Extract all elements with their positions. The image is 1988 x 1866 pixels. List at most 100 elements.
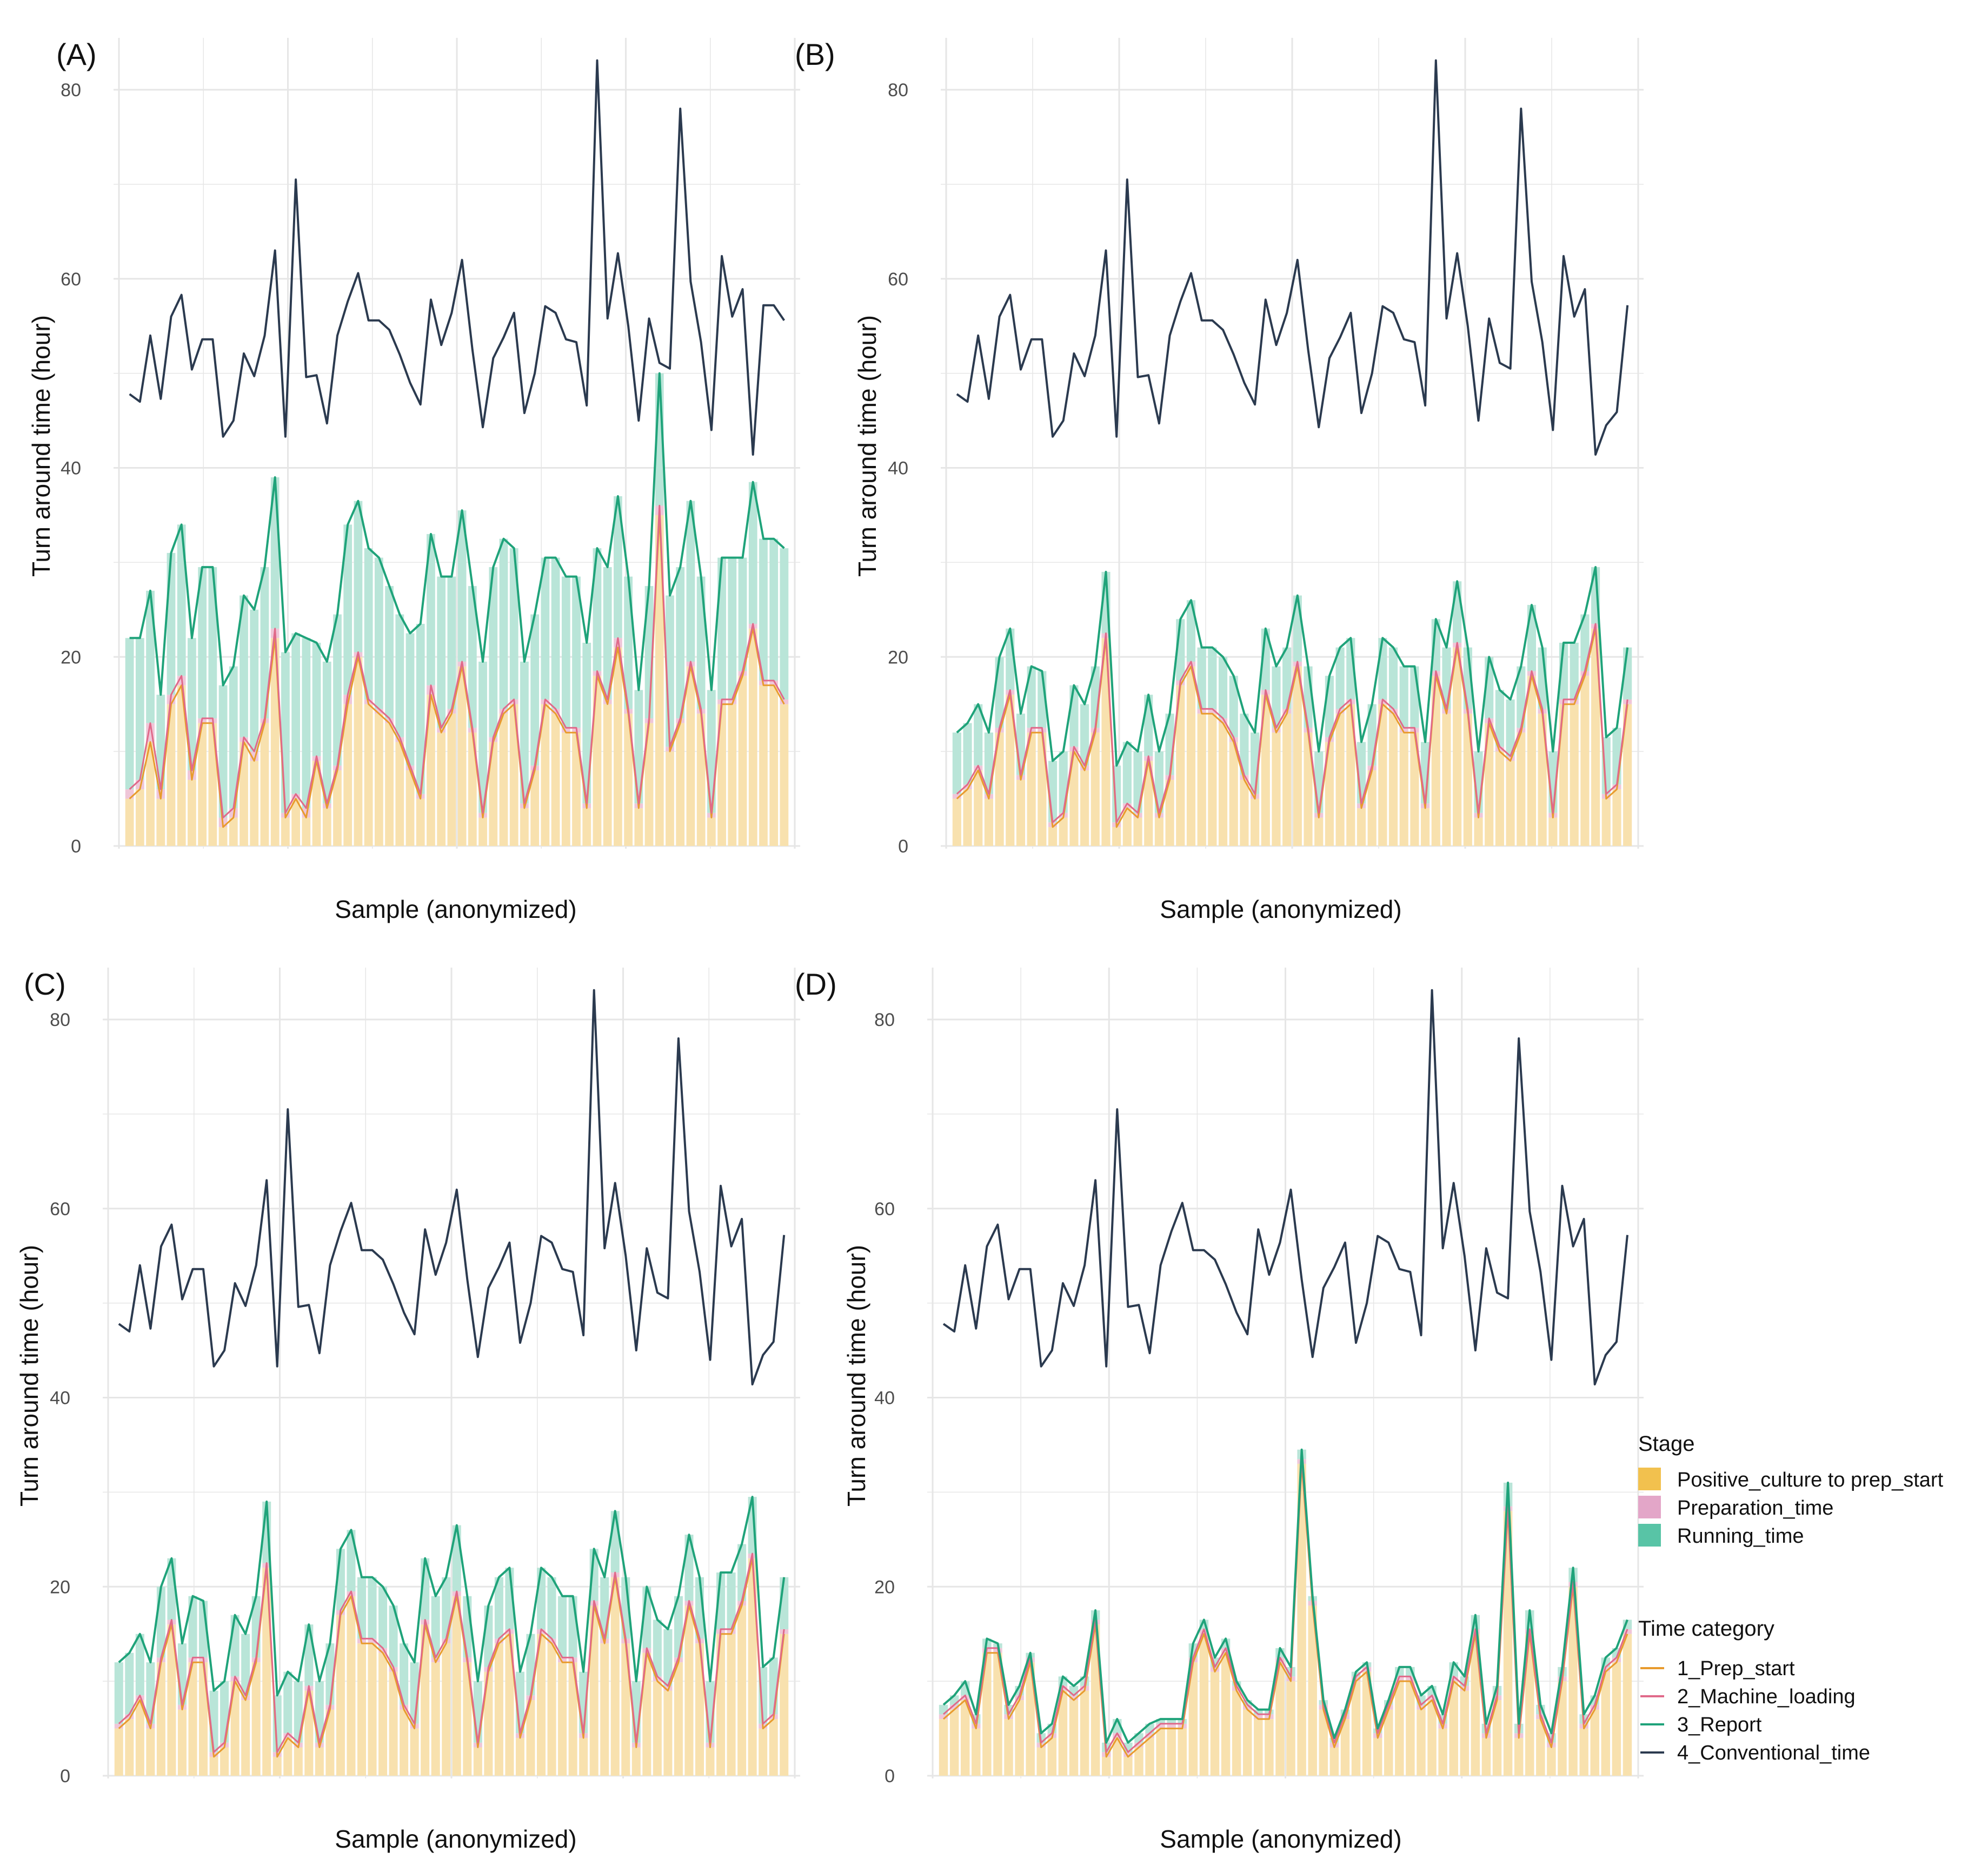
legend-label-stage-1: Preparation_time [1677,1497,1833,1520]
panel-a-bar-prep-55 [696,714,706,846]
panel-c-bar-prep-22 [347,1596,356,1776]
panel-a-bar-prep-45 [593,676,602,846]
panel-b-bar-prep-28 [1251,798,1260,846]
panel-a-bar-prep-40 [541,704,550,846]
panel-d-bar-prep-31 [1275,1662,1285,1776]
panel-c-bar-prep-35 [484,1671,493,1776]
panel-b-bar-prep-54 [1527,676,1537,846]
panel-a-bar-prep-29 [427,695,435,846]
panel-c-bar-prep-17 [294,1747,303,1776]
panel-a-bar-prep-49 [634,808,643,846]
panel-b-bar-prep-33 [1304,732,1313,846]
panel-b-bar-prep-29 [1261,695,1270,846]
panel-a-bar-running-35 [489,567,498,737]
panel-d-bar-loading-21 [1167,1723,1176,1729]
panel-b-bar-prep-26 [1229,742,1238,846]
panel-b-bar-loading-42 [1399,728,1408,733]
panel-a-bar-prep-59 [738,676,747,846]
panel-a-bar-prep-38 [520,808,529,846]
panel-a-bar-loading-16 [291,794,300,799]
panel-a-x-title: Sample (anonymized) [335,895,576,923]
panel-a-bar-running-34 [478,661,487,813]
panel-d-bar-prep-40 [1373,1738,1382,1776]
panel-a-bar-loading-24 [374,709,383,714]
legend-swatch-stage-1 [1638,1496,1661,1518]
panel-c-bar-prep-58 [727,1634,736,1776]
panel-c-bar-prep-63 [780,1634,789,1776]
panel-b-label: (B) [795,37,835,71]
legend-stage-title: Stage [1638,1432,1695,1456]
panel-c-plot: 0 20 40 60 80 [50,968,800,1787]
panel-b-bar-prep-46 [1442,714,1451,846]
panel-b-ytick-20: 20 [888,647,908,668]
panel-a-bar-prep-8 [208,723,217,846]
panel-a-bar-prep-46 [603,704,612,846]
panel-a-y-title: Turn around time (hour) [27,315,55,577]
panel-b-bar-running-12 [1080,704,1089,766]
panel-c-bar-running-27 [400,1643,409,1705]
panel-c-bar-running-41 [547,1577,556,1639]
panel-c-line-report [118,1496,786,1697]
panel-c-bar-prep-28 [410,1728,419,1776]
panel-a-bar-running-28 [416,624,425,794]
panel-a-bar-running-61 [759,538,768,681]
panel-c-bar-running-47 [610,1511,620,1573]
panel-c-bar-prep-16 [283,1738,292,1776]
panel-d-bar-prep-22 [1178,1728,1187,1776]
panel-b-bar-prep-39 [1367,770,1377,846]
panel-c-bar-running-25 [378,1587,388,1648]
panel-b-ytick-80: 80 [888,80,908,101]
panel-d-line-report [942,1448,1628,1744]
panel-c-bar-prep-52 [663,1690,673,1776]
panel-b-bar-prep-10 [1059,817,1068,846]
panel-d-bar-loading-43 [1406,1676,1415,1682]
panel-c-bar-prep-26 [389,1671,398,1776]
panel-d-bar-prep-4 [982,1652,992,1776]
panel-d-bar-prep-48 [1460,1690,1470,1776]
panel-b-bar-running-23 [1197,647,1206,709]
panel-b-bar-running-59 [1580,614,1590,671]
panel-a-ytick-60: 60 [61,269,81,290]
panel-a-bar-running-37 [509,548,518,699]
panel-d-bar-loading-28 [1242,1704,1252,1710]
panel-b-bar-prep-8 [1038,732,1047,846]
panel-a-bar-running-7 [198,567,207,718]
panel-a-bar-prep-53 [676,723,685,846]
panel-b-bar-running-2 [974,704,983,766]
panel-d-bar-running-28 [1242,1700,1252,1705]
panel-a-bar-running-31 [447,576,456,709]
panel-a-bar-prep-44 [582,808,591,846]
panel-d-bar-prep-39 [1362,1671,1372,1776]
panel-a-bar-running-59 [738,557,747,671]
panel-d-bar-prep-16 [1113,1738,1122,1776]
panel-b-bar-running-10 [1059,751,1068,813]
panel-c-bar-prep-36 [494,1643,503,1776]
panel-d-bar-loading-16 [1113,1733,1122,1738]
panel-c-bar-loading-0 [114,1723,123,1729]
panel-a-bar-prep-32 [457,666,467,846]
legend-label-category-3: 4_Conventional_time [1677,1742,1870,1764]
panel-b-bar-prep-9 [1048,827,1058,846]
panel-a-bar-prep-20 [333,770,342,846]
panel-c-line-machine-loading [118,1552,785,1753]
panel-c-bar-prep-51 [653,1681,662,1776]
panel-c-bar-prep-2 [135,1700,144,1776]
panel-a-bar-running-63 [780,548,789,699]
panel-b-bar-running-36 [1335,647,1345,709]
panel-a-bar-running-0 [125,638,134,790]
panel-b-bar-running-24 [1208,647,1217,709]
panel-b-bar-running-7 [1027,666,1036,728]
panel-a-bar-running-19 [322,661,331,804]
panel-a-bar-prep-58 [728,704,737,846]
panel-b-bar-loading-24 [1208,709,1217,714]
legend-label-stage-0: Positive_culture to prep_start [1677,1469,1944,1491]
panel-d-bar-running-21 [1167,1719,1176,1724]
panel-d-bar-running-20 [1156,1719,1165,1724]
panel-b-bar-running-31 [1282,647,1292,709]
panel-d-bar-prep-27 [1232,1690,1241,1776]
panel-c-bar-prep-57 [716,1634,726,1776]
panel-b-bar-prep-27 [1240,779,1249,846]
panel-b-bar-loading-52 [1506,756,1515,761]
panel-d-bar-prep-6 [1004,1719,1013,1776]
panel-c-y-title: Turn around time (hour) [15,1245,43,1507]
